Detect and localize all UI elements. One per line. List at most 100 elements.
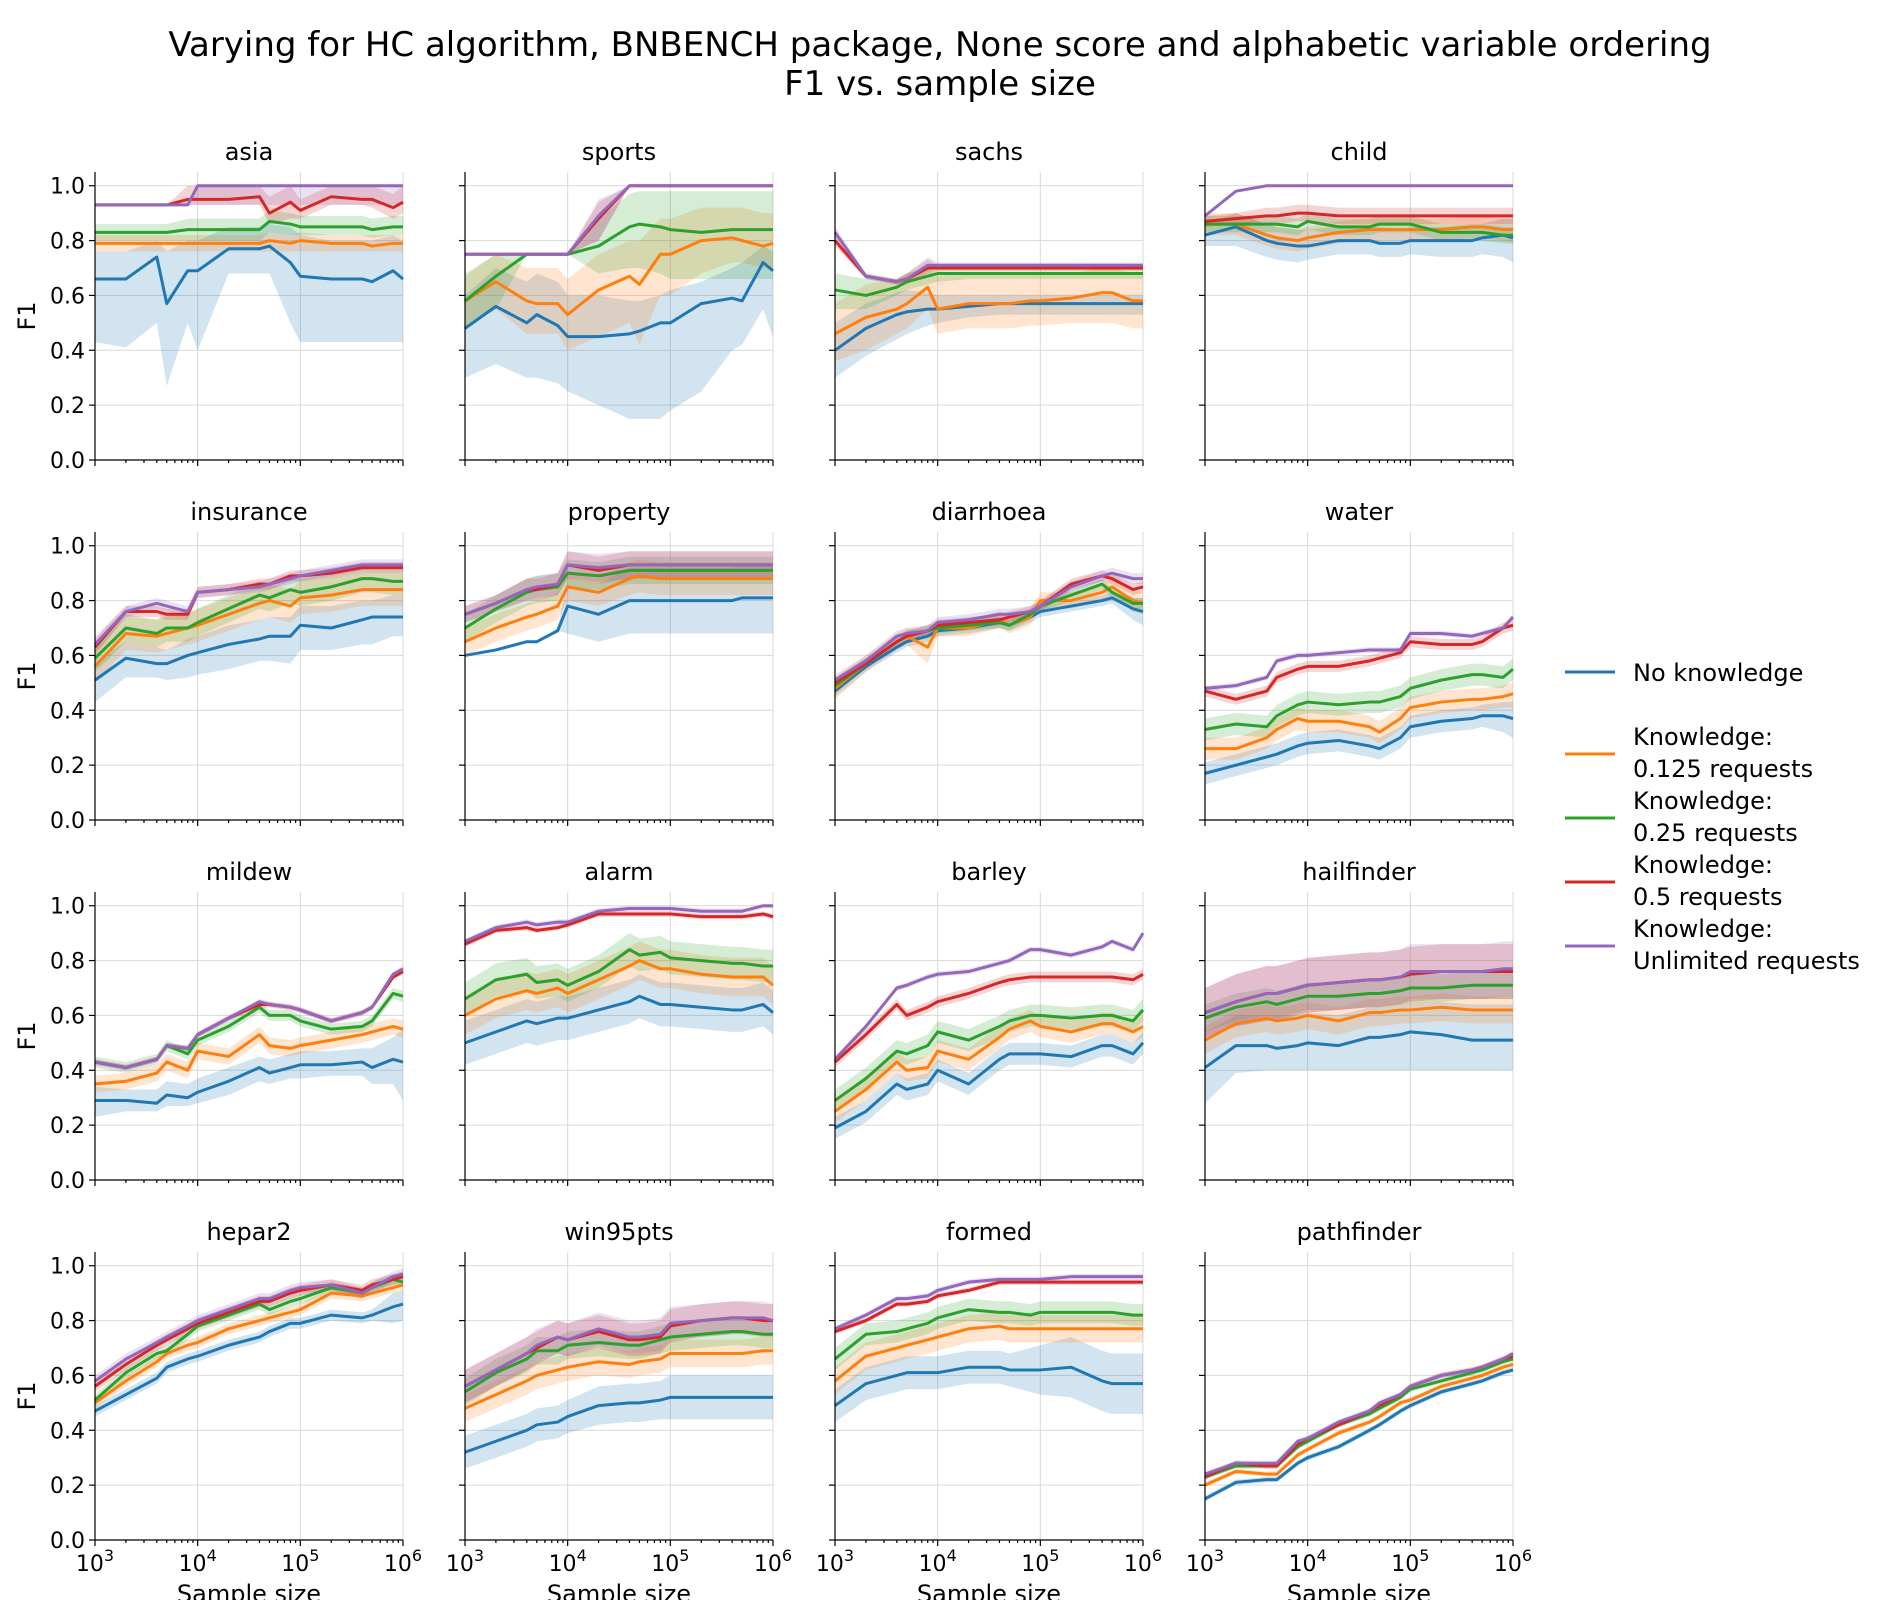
line-barley-3	[834, 972, 1144, 1064]
x-tick-label: 103	[816, 1546, 854, 1577]
line-water-2	[1204, 667, 1514, 731]
legend-label: Knowledge:	[1633, 851, 1773, 879]
line-property-0	[464, 596, 773, 657]
band-hailfinder-4	[1205, 941, 1513, 1038]
legend-label: 0.125 requests	[1633, 755, 1813, 783]
line-water-4	[1204, 616, 1515, 690]
line-diarrhoea-4	[834, 571, 1143, 682]
panel-asia: 0.0 0.2 0.4 0.6 0.8 1.0 F1 asia	[13, 138, 404, 474]
band-alarm-1	[465, 941, 773, 1035]
line-alarm-3	[464, 912, 774, 946]
line-pathfinder-1	[1204, 1363, 1514, 1487]
x-tick-exponent: 5	[679, 1546, 689, 1565]
line-pathfinder-0	[1204, 1368, 1514, 1501]
line-asia-2	[95, 219, 403, 234]
x-tick-base: 10	[1494, 1552, 1522, 1577]
x-tick-base: 10	[1391, 1552, 1419, 1577]
band-water-2	[1205, 658, 1513, 741]
panel-sports: sports	[459, 138, 774, 466]
y-tick-label: 0.4	[50, 339, 85, 364]
panel-alarm: alarm	[459, 858, 774, 1186]
x-tick-label: 103	[76, 1546, 114, 1577]
x-tick-label: 104	[549, 1546, 587, 1577]
band-diarrhoea-1	[835, 578, 1143, 700]
x-tick-label: 105	[1021, 1546, 1059, 1577]
band-sachs-2	[835, 268, 1143, 310]
chart-title-line-2: F1 vs. sample size	[784, 64, 1096, 104]
line-water-1	[1205, 692, 1514, 751]
x-tick-base: 10	[179, 1552, 207, 1577]
y-tick-label: 0.6	[50, 1364, 85, 1389]
panel-hailfinder: hailfinder	[1199, 858, 1514, 1186]
band-sports-2	[465, 191, 773, 329]
y-tick-label: 0.2	[50, 394, 85, 419]
x-tick-exponent: 5	[1419, 1546, 1429, 1565]
band-diarrhoea-0	[835, 592, 1143, 697]
panel-title: pathfinder	[1297, 1218, 1422, 1246]
band-hailfinder-0	[1205, 1001, 1513, 1104]
y-tick-label: 0.4	[50, 1419, 85, 1444]
line-insurance-4	[93, 563, 403, 646]
y-axis-label: F1	[13, 301, 41, 330]
band-barley-3	[835, 968, 1143, 1068]
y-tick-label: 0.2	[50, 754, 85, 779]
line-sports-1	[464, 236, 774, 317]
band-property-1	[465, 559, 773, 656]
band-win95pts-3	[465, 1301, 773, 1403]
panel-child: child	[1199, 138, 1514, 466]
y-tick-label: 0.2	[50, 1114, 85, 1139]
line-mildew-0	[95, 1057, 404, 1105]
x-tick-exponent: 6	[1152, 1546, 1162, 1565]
band-child-1	[1205, 213, 1513, 252]
y-axis-label: F1	[13, 661, 41, 690]
y-tick-label: 1.0	[50, 895, 85, 920]
y-tick-label: 1.0	[50, 175, 85, 200]
line-formed-4	[834, 1275, 1143, 1331]
band-win95pts-4	[465, 1301, 773, 1403]
band-sports-0	[465, 246, 773, 419]
legend-label: Unlimited requests	[1633, 947, 1860, 975]
line-alarm-4	[464, 904, 773, 943]
band-insurance-0	[95, 595, 403, 703]
x-tick-exponent: 5	[1049, 1546, 1059, 1565]
x-axis-label: Sample size	[177, 1580, 321, 1600]
legend-label: Knowledge:	[1633, 723, 1773, 751]
band-insurance-3	[95, 562, 403, 656]
band-mildew-2	[95, 988, 403, 1074]
x-tick-base: 10	[754, 1552, 782, 1577]
x-tick-label: 105	[651, 1546, 689, 1577]
band-formed-0	[835, 1337, 1143, 1423]
chart-title-line-1: Varying for HC algorithm, BNBENCH packag…	[168, 25, 1711, 65]
line-win95pts-4	[464, 1316, 774, 1388]
band-alarm-2	[465, 933, 773, 1016]
line-win95pts-2	[464, 1330, 773, 1394]
legend-item: Knowledge: 0.125 requests	[1565, 723, 1813, 783]
line-hailfinder-0	[1204, 1030, 1513, 1069]
panel-title: property	[568, 498, 671, 526]
legend-item: Knowledge: 0.5 requests	[1565, 851, 1783, 911]
line-child-1	[1205, 222, 1513, 243]
x-axis-label: Sample size	[917, 1580, 1061, 1600]
line-alarm-2	[464, 948, 773, 1001]
band-barley-1	[835, 1009, 1143, 1123]
y-tick-label: 0.6	[50, 284, 85, 309]
band-diarrhoea-3	[835, 570, 1143, 689]
x-tick-base: 10	[651, 1552, 679, 1577]
line-insurance-0	[94, 615, 403, 682]
x-tick-label: 104	[919, 1546, 957, 1577]
x-tick-base: 10	[549, 1552, 577, 1577]
band-insurance-1	[95, 573, 403, 683]
y-tick-label: 0.0	[50, 1169, 85, 1194]
band-hepar2-0	[95, 1290, 403, 1417]
line-hailfinder-1	[1204, 1005, 1513, 1042]
band-sachs-4	[835, 226, 1143, 285]
panel-title: mildew	[206, 858, 292, 886]
panel-title: asia	[225, 138, 274, 166]
legend-item: No knowledge	[1565, 659, 1803, 687]
y-tick-label: 0.8	[50, 1310, 85, 1335]
y-tick-label: 0.8	[50, 950, 85, 975]
line-formed-1	[834, 1324, 1143, 1383]
line-pathfinder-4	[1204, 1352, 1514, 1476]
